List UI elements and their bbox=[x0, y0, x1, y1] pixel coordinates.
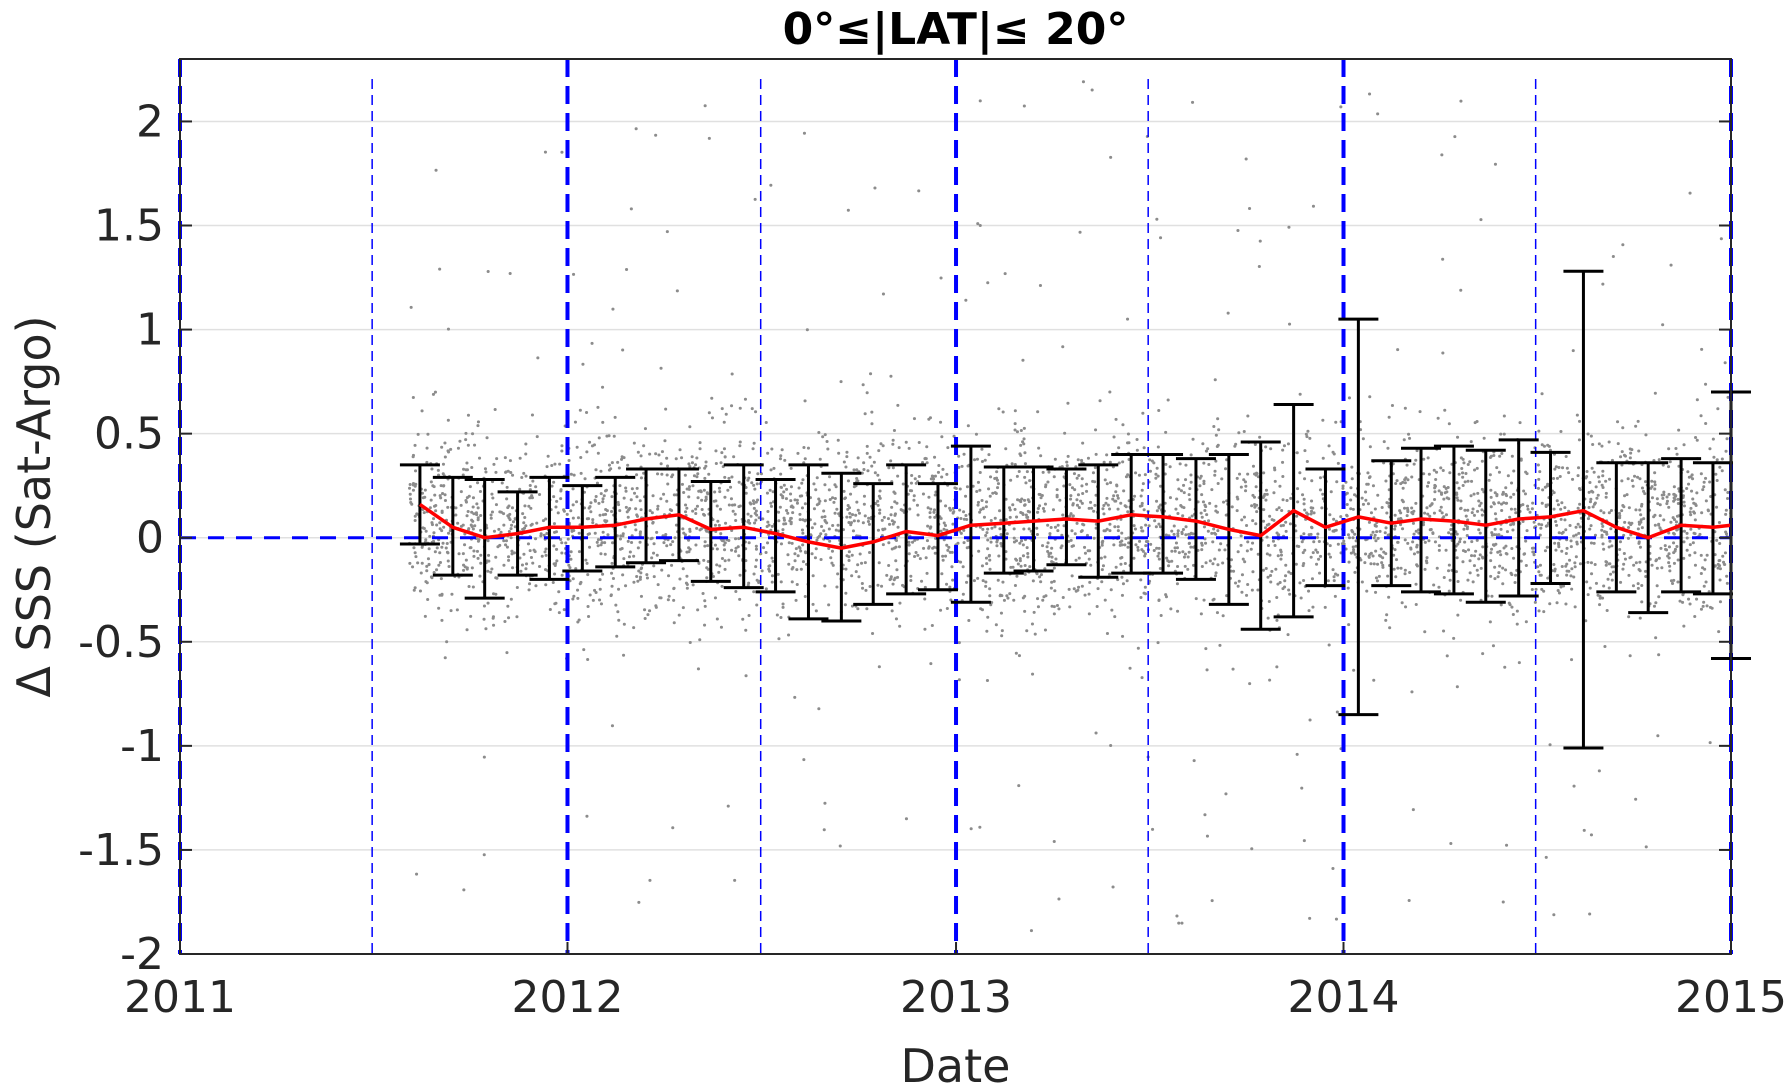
mean-line-path bbox=[418, 502, 1732, 550]
x-tick-label: 2014 bbox=[1288, 972, 1400, 1023]
scatter-points bbox=[407, 80, 1733, 933]
y-tick-label: 1.5 bbox=[94, 201, 164, 252]
y-axis-label: Δ SSS (Sat-Argo) bbox=[7, 315, 61, 697]
y-tick-label: 2 bbox=[136, 96, 164, 147]
x-tick-label: 2012 bbox=[511, 972, 623, 1023]
reference-lines bbox=[178, 59, 1733, 954]
x-tick-label: 2013 bbox=[900, 972, 1012, 1023]
x-tick-label: 2015 bbox=[1675, 972, 1787, 1023]
y-tick-label: -2 bbox=[120, 929, 164, 980]
x-tick-label: 2011 bbox=[124, 972, 236, 1023]
y-tick-label: -0.5 bbox=[78, 617, 164, 668]
error-bars bbox=[399, 269, 1751, 750]
y-tick-label: 1 bbox=[136, 305, 164, 356]
y-axis-ticks: -2 -1.5 -1 -0.5 0 0.5 1 1.5 2 bbox=[78, 96, 1731, 980]
x-axis-label: Date bbox=[901, 1039, 1011, 1087]
scatter-points-path bbox=[407, 80, 1733, 933]
y-tick-label: 0 bbox=[136, 513, 164, 564]
monthly-mean-line bbox=[418, 502, 1732, 550]
y-tick-label: -1 bbox=[120, 721, 164, 772]
y-tick-label: -1.5 bbox=[78, 825, 164, 876]
y-tick-label: 0.5 bbox=[94, 409, 164, 460]
chart-title: 0°≤|LAT|≤ 20° bbox=[783, 4, 1129, 55]
x-axis-ticks: 2011 2012 2013 2014 2015 bbox=[124, 942, 1787, 1023]
